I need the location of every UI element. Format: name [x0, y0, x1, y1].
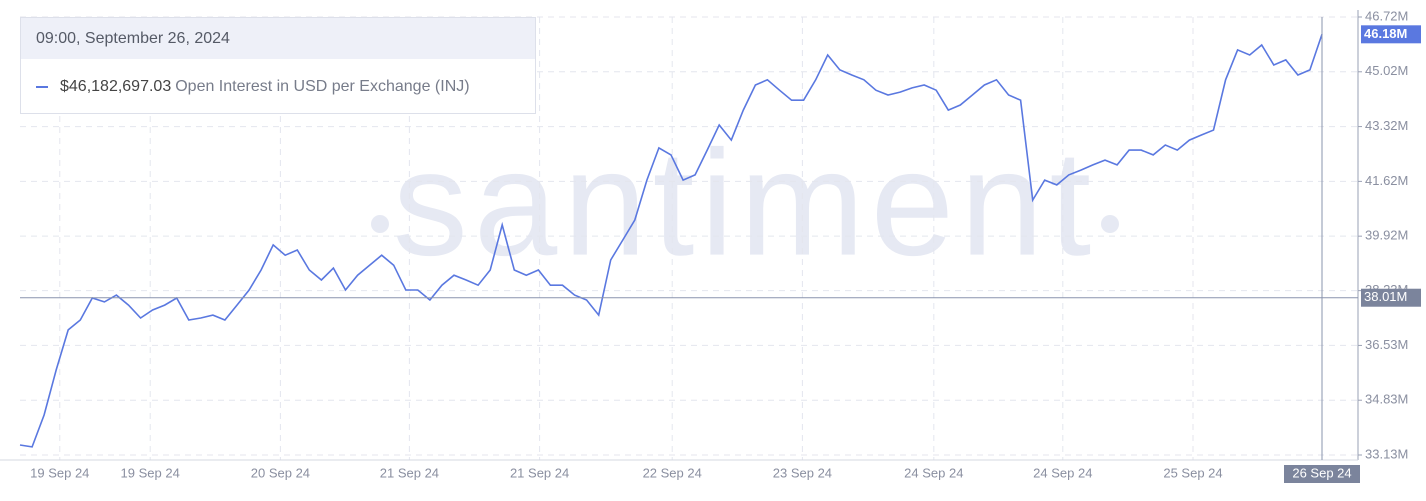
- legend-label: Open Interest in USD per Exchange (INJ): [175, 78, 470, 95]
- y-tick-label: 41.62M: [1365, 173, 1408, 188]
- y-tick-label: 39.92M: [1365, 228, 1408, 243]
- watermark-dot: [371, 215, 389, 233]
- watermark-dot: [1101, 215, 1119, 233]
- y-tick-label: 36.53M: [1365, 337, 1408, 352]
- tooltip-value: $46,182,697.03: [60, 78, 172, 95]
- crosshair-x-box: [1284, 465, 1360, 483]
- legend-swatch: [36, 85, 48, 88]
- y-tick-label: 43.32M: [1365, 118, 1408, 133]
- x-tick-label: 23 Sep 24: [773, 465, 832, 480]
- x-tick-label: 24 Sep 24: [1033, 465, 1092, 480]
- y-tick-label: 45.02M: [1365, 63, 1408, 78]
- tooltip: 09:00, September 26, 2024 $46,182,697.03…: [20, 17, 536, 114]
- data-line: [19, 34, 1323, 448]
- x-tick-label: 20 Sep 24: [251, 465, 310, 480]
- last-value-label: 46.18M: [1364, 26, 1407, 41]
- crosshair-x-label: 26 Sep 24: [1292, 465, 1351, 480]
- x-tick-label: 24 Sep 24: [904, 465, 963, 480]
- x-tick-label: 19 Sep 24: [30, 465, 89, 480]
- last-value-box: [1361, 25, 1421, 44]
- x-tick-label: 21 Sep 24: [510, 465, 569, 480]
- crosshair-y-label: 38.01M: [1364, 289, 1407, 304]
- tooltip-title: 09:00, September 26, 2024: [21, 18, 535, 59]
- y-tick-label: 33.13M: [1365, 446, 1408, 461]
- x-tick-label: 22 Sep 24: [643, 465, 702, 480]
- y-tick-label: 34.83M: [1365, 392, 1408, 407]
- tooltip-row: $46,182,697.03 Open Interest in USD per E…: [21, 59, 535, 115]
- x-tick-label: 19 Sep 24: [121, 465, 180, 480]
- crosshair-y-box: [1361, 288, 1421, 307]
- y-tick-label: 46.72M: [1365, 8, 1408, 23]
- watermark: santiment: [393, 119, 1097, 287]
- x-tick-label: 25 Sep 24: [1163, 465, 1222, 480]
- x-tick-label: 21 Sep 24: [380, 465, 439, 480]
